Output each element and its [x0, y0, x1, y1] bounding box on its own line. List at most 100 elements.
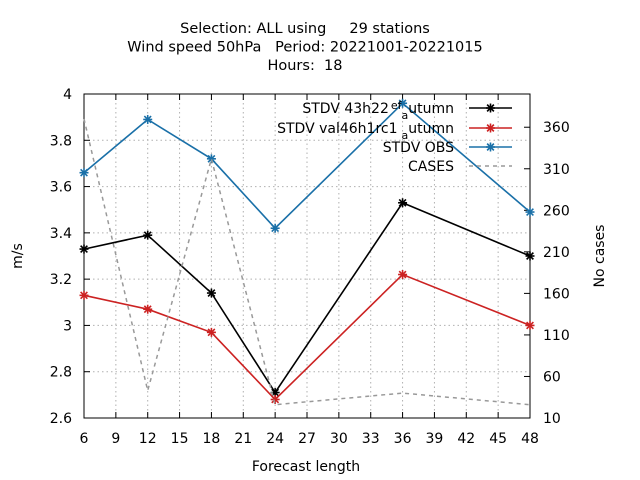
data-point	[525, 207, 535, 217]
data-point	[398, 198, 408, 208]
y2-tick-label: 10	[543, 411, 561, 427]
y-tick-label: 4	[63, 87, 72, 103]
y2-tick-label: 310	[543, 162, 570, 178]
marker-stroke	[80, 291, 88, 300]
data-point	[486, 123, 495, 133]
marker-stroke	[398, 270, 407, 279]
x-tick-label: 6	[80, 431, 89, 447]
y-tick-label: 3.6	[50, 180, 72, 196]
legend-label-sub: a	[402, 129, 409, 142]
legend-label-sub: a	[402, 109, 409, 122]
series-line-3	[83, 118, 531, 406]
legend-label-main: STDV OBS	[383, 140, 454, 156]
marker-stroke	[271, 395, 280, 404]
y-tick-label: 3	[63, 318, 72, 334]
axes: 6 9 12 15 18 21 24 27 30 33 36 39 42 45 48 2.6 2.8 3 3.2 3.…	[10, 87, 608, 475]
x-tick-label: 24	[266, 431, 284, 447]
data-point	[206, 154, 216, 164]
data-point	[79, 168, 89, 178]
data-point	[486, 142, 495, 152]
legend-label-main: STDV val46h1rc1	[277, 121, 397, 137]
title-line: Wind speed 50hPa Period: 20221001-202210…	[127, 40, 482, 56]
data-point	[398, 98, 408, 108]
marker-stroke	[271, 224, 280, 233]
data-point	[486, 103, 495, 113]
legend-label: STDV val46h1rc1 autumn	[277, 121, 454, 142]
data-point	[206, 327, 216, 337]
y-tick-label: 3.4	[50, 226, 72, 242]
chart-title: Selection: ALL using 29 stations Wind spe…	[127, 21, 482, 74]
marker-stroke	[526, 208, 534, 216]
x-tick-label: 45	[489, 431, 507, 447]
marker-stroke	[486, 124, 495, 132]
x-tick-label: 15	[171, 431, 189, 447]
legend-entry: STDV val46h1rc1 autumn	[277, 121, 512, 142]
y-tick-label: 2.8	[50, 365, 72, 381]
y2-tick-label: 360	[543, 120, 570, 136]
marker-stroke	[486, 143, 495, 151]
legend-label-sub: utumn	[408, 101, 454, 117]
x-tick-label: 9	[111, 431, 120, 447]
data-point	[143, 114, 153, 124]
series-group	[79, 98, 535, 406]
series-line-1	[83, 273, 531, 401]
title-line: Selection: ALL using 29 stations	[180, 21, 430, 37]
data-point	[206, 288, 216, 298]
legend-label: STDV 43h22 efautumn	[302, 99, 454, 122]
grid-lines	[84, 94, 530, 418]
y2-axis-label: No cases	[592, 225, 608, 288]
marker-stroke	[143, 231, 152, 240]
series-line-2	[83, 102, 531, 230]
x-tick-label: 36	[394, 431, 412, 447]
marker-stroke	[80, 245, 88, 253]
x-tick-label: 12	[139, 431, 157, 447]
x-tick-label: 33	[362, 431, 380, 447]
series-line-0	[83, 201, 531, 394]
marker-stroke	[207, 154, 216, 163]
marker-stroke	[207, 328, 216, 337]
y-tick-label: 2.6	[50, 411, 72, 427]
x-tick-label: 42	[457, 431, 475, 447]
x-tick-label: 30	[330, 431, 348, 447]
legend-label-main: STDV 43h22	[302, 101, 389, 117]
data-point	[143, 304, 153, 314]
y-axis-label: m/s	[10, 243, 26, 269]
data-point	[398, 270, 408, 280]
data-point	[143, 230, 153, 240]
y-tick-label: 3.2	[50, 272, 72, 288]
x-tick-label: 27	[298, 431, 316, 447]
marker-stroke	[398, 198, 407, 207]
data-point	[525, 320, 535, 330]
marker-stroke	[80, 168, 88, 177]
data-point	[79, 244, 89, 254]
y2-tick-label: 260	[543, 203, 570, 219]
y2-tick-label: 110	[543, 328, 570, 344]
marker-stroke	[486, 104, 495, 112]
x-tick-label: 21	[234, 431, 252, 447]
marker-stroke	[398, 99, 407, 108]
legend-label-sub: utumn	[408, 121, 454, 137]
legend-label: CASES	[408, 159, 454, 175]
y2-tick-label: 160	[543, 286, 570, 302]
legend-entry: CASES	[408, 159, 512, 175]
y2-tick-label: 60	[543, 369, 561, 385]
x-axis-label: Forecast length	[252, 459, 360, 475]
data-point	[79, 290, 89, 300]
marker-stroke	[526, 321, 534, 330]
legend-label: STDV OBS	[383, 140, 454, 156]
marker-stroke	[526, 252, 534, 260]
marker-stroke	[143, 305, 152, 314]
marker-stroke	[207, 289, 216, 297]
marker-stroke	[143, 115, 152, 124]
title-line: Hours: 18	[267, 58, 342, 74]
legend-entry: STDV 43h22 efautumn	[302, 99, 512, 122]
x-tick-label: 48	[521, 431, 539, 447]
y-tick-label: 3.8	[50, 133, 72, 149]
x-tick-label: 39	[426, 431, 444, 447]
legend-label-main: CASES	[408, 159, 454, 175]
legend-entry: STDV OBS	[383, 140, 512, 156]
data-point	[525, 251, 535, 261]
legend-label-sub: ef	[391, 99, 403, 112]
